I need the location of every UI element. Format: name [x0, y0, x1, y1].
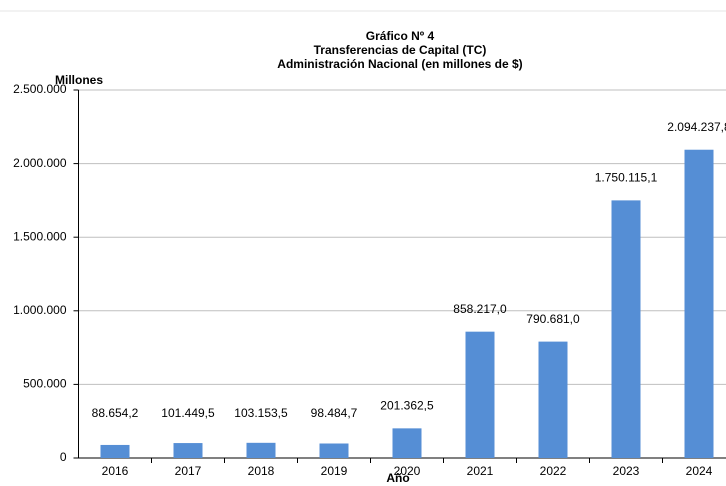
y-tick-label: 2.500.000 — [13, 82, 67, 96]
bar — [684, 149, 714, 458]
value-label: 2.094.237,8 — [667, 120, 726, 134]
x-axis-label: Año — [386, 471, 409, 485]
x-tick-label: 2021 — [467, 464, 494, 478]
bar — [392, 428, 422, 458]
y-tick-label: 0 — [60, 450, 67, 464]
value-label: 88.654,2 — [92, 406, 139, 420]
x-tick-label: 2016 — [102, 464, 129, 478]
x-tick-label: 2018 — [248, 464, 275, 478]
chart-title: Gráfico Nº 4 — [366, 29, 435, 43]
value-label: 98.484,7 — [311, 406, 358, 420]
chart-title: Transferencias de Capital (TC) — [314, 43, 487, 57]
value-label: 790.681,0 — [526, 312, 580, 326]
chart-title: Administración Nacional (en millones de … — [277, 57, 522, 71]
x-tick-label: 2022 — [540, 464, 567, 478]
value-label: 101.449,5 — [161, 406, 215, 420]
bar — [611, 200, 641, 458]
bar — [538, 341, 568, 458]
x-tick-label: 2020 — [394, 464, 421, 478]
value-label: 201.362,5 — [380, 399, 434, 413]
bar — [319, 443, 349, 458]
bar — [100, 444, 130, 458]
y-tick-label: 1.500.000 — [13, 229, 67, 243]
value-label: 858.217,0 — [453, 302, 507, 316]
value-label: 103.153,5 — [234, 406, 288, 420]
x-tick-label: 2023 — [613, 464, 640, 478]
value-label: 1.750.115,1 — [595, 171, 658, 185]
y-axis-label: Millones — [55, 73, 103, 87]
bar — [173, 443, 203, 458]
bar — [246, 442, 276, 458]
x-tick-label: 2017 — [175, 464, 202, 478]
y-tick-label: 1.000.000 — [13, 303, 67, 317]
x-tick-label: 2019 — [321, 464, 348, 478]
x-tick-label: 2024 — [686, 464, 713, 478]
y-tick-label: 500.000 — [23, 377, 67, 391]
y-tick-label: 2.000.000 — [13, 156, 67, 170]
bar — [465, 331, 495, 458]
